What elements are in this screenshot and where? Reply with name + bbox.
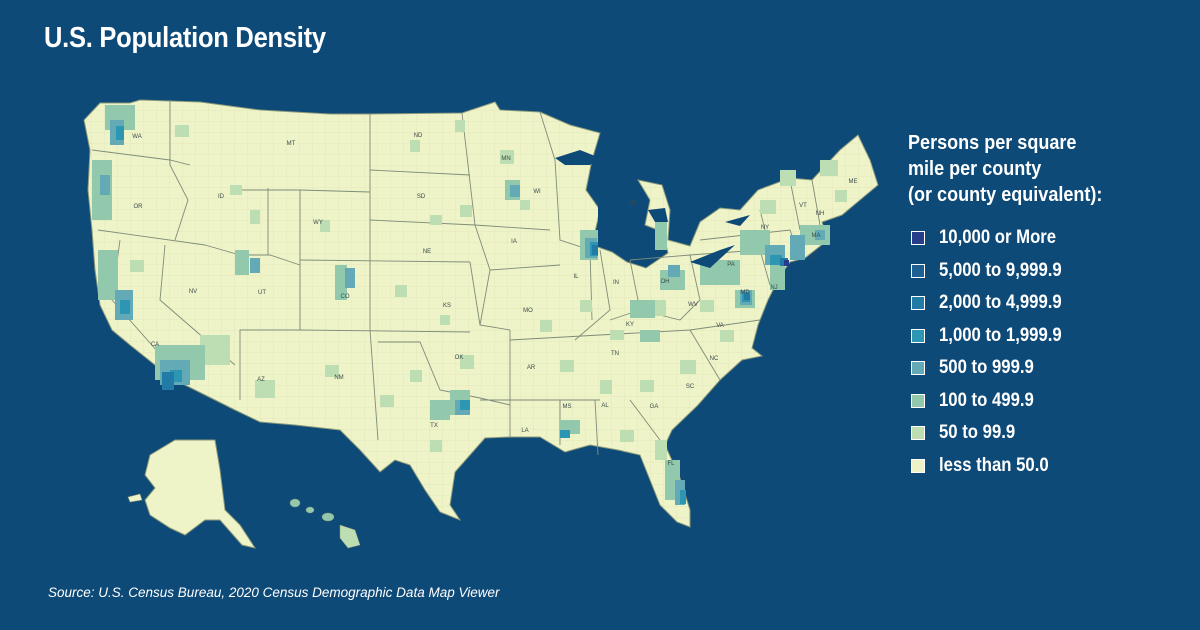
state-label-az: AZ [257, 377, 265, 383]
state-label-mo: MO [523, 308, 533, 314]
state-label-ms: MS [563, 404, 572, 410]
state-label-wa: WA [132, 134, 141, 140]
legend-item: 100 to 499.9 [908, 385, 1178, 418]
state-label-al: AL [601, 403, 609, 409]
state-label-vt: VT [799, 203, 807, 209]
state-label-ia: IA [511, 239, 517, 245]
state-label-wi: WI [533, 189, 541, 195]
legend-label: 1,000 to 1,999.9 [939, 324, 1062, 346]
legend-swatch [911, 361, 925, 376]
state-label-ma: MA [812, 233, 821, 239]
contiguous-us [83, 99, 879, 528]
state-label-nh: NH [816, 211, 825, 217]
legend-heading: Persons per square mile per county (or c… [908, 131, 1103, 206]
legend-item: 1,000 to 1,999.9 [908, 320, 1178, 353]
legend-item: 5,000 to 9,999.9 [908, 255, 1178, 288]
state-label-sc: SC [686, 384, 695, 390]
state-label-ca: CA [151, 342, 159, 348]
state-label-oh: OH [661, 279, 670, 285]
state-label-il: IL [573, 274, 579, 280]
legend-items: 10,000 or More 5,000 to 9,999.9 2,000 to 4… [908, 222, 1178, 482]
legend-swatch [911, 458, 925, 473]
state-label-nc: NC [710, 356, 719, 362]
state-label-ne: NE [423, 249, 431, 255]
legend-swatch [911, 426, 925, 441]
state-label-ks: KS [443, 303, 451, 309]
state-label-md: MD [740, 290, 750, 296]
map-title: U.S. Population Density [44, 22, 326, 54]
legend-label: 100 to 499.9 [939, 389, 1034, 411]
great-lakes [555, 150, 750, 268]
legend-swatch [911, 231, 925, 246]
legend-item: less than 50.0 [908, 450, 1178, 483]
state-label-ct: CT [811, 253, 819, 259]
legend-label: 2,000 to 4,999.9 [939, 292, 1062, 314]
legend: Persons per square mile per county (or c… [908, 130, 1178, 482]
source-note: Source: U.S. Census Bureau, 2020 Census … [48, 585, 500, 600]
state-label-pa: PA [727, 262, 735, 268]
state-label-ky: KY [626, 322, 634, 328]
state-label-or: OR [134, 204, 144, 210]
legend-item: 500 to 999.9 [908, 352, 1178, 385]
state-label-mn: MN [501, 156, 510, 162]
state-label-nm: NM [334, 375, 343, 381]
state-label-la: LA [521, 428, 528, 434]
legend-label: 10,000 or More [939, 227, 1057, 249]
legend-swatch [911, 263, 925, 278]
state-label-tx: TX [430, 423, 438, 429]
legend-label: less than 50.0 [939, 454, 1049, 476]
state-label-mi: MI [629, 201, 636, 207]
legend-label: 5,000 to 9,999.9 [939, 259, 1062, 281]
legend-swatch [911, 296, 925, 311]
legend-label: 500 to 999.9 [939, 357, 1034, 379]
state-label-wv: WV [688, 302, 698, 308]
state-label-tn: TN [611, 351, 619, 357]
legend-label: 50 to 99.9 [939, 422, 1016, 444]
legend-item: 50 to 99.9 [908, 417, 1178, 450]
hawaii [289, 498, 361, 549]
state-label-co: CO [341, 294, 350, 300]
state-label-va: VA [716, 323, 724, 329]
state-label-fl: FL [667, 461, 675, 467]
state-label-ga: GA [650, 404, 659, 410]
state-label-nj: NJ [770, 285, 777, 291]
legend-item: 2,000 to 4,999.9 [908, 287, 1178, 320]
state-labels: WA MT ND MN OR ID SD WI MI ME VT NH WY NY MA IA CT NE PA NV… [132, 133, 857, 467]
state-label-nv: NV [189, 289, 197, 295]
state-label-ny: NY [761, 225, 769, 231]
state-label-id: ID [218, 194, 225, 200]
legend-swatch [911, 393, 925, 408]
state-label-ok: OK [455, 355, 464, 361]
density-patches [92, 105, 847, 505]
state-label-nd: ND [414, 133, 423, 139]
alaska [144, 439, 257, 549]
state-label-me: ME [849, 179, 858, 185]
state-label-ar: AR [527, 365, 536, 371]
state-label-sd: SD [417, 194, 426, 200]
legend-item: 10,000 or More [908, 222, 1178, 255]
state-label-mt: MT [287, 141, 296, 147]
legend-swatch [911, 328, 925, 343]
state-label-ut: UT [258, 290, 266, 296]
state-label-wy: WY [313, 220, 323, 226]
state-label-in: IN [613, 280, 619, 286]
